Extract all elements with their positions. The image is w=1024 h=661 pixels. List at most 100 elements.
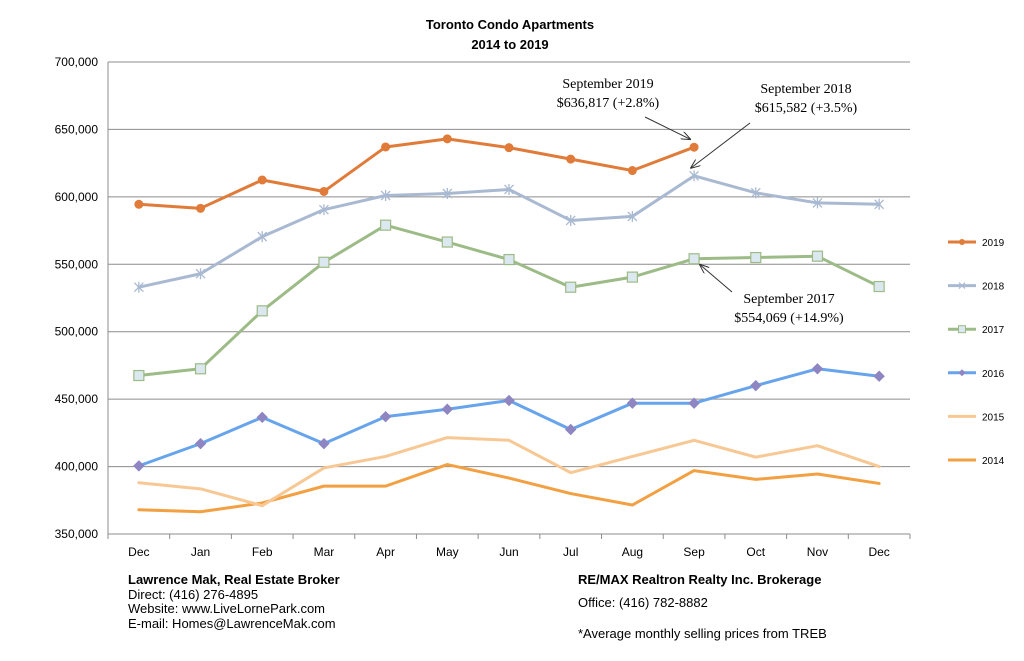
- brokerage-block: RE/MAX Realtron Realty Inc. Brokerage Of…: [578, 572, 827, 642]
- legend-label: 2014: [982, 456, 1005, 467]
- y-tick-label: 550,000: [55, 257, 99, 271]
- data-point: [194, 437, 207, 450]
- brokerage-office-phone: Office: (416) 782-8882: [578, 594, 708, 610]
- legend-label: 2019: [982, 238, 1005, 249]
- legend-item-2014: 2014: [948, 456, 1005, 467]
- annotation-value: $554,069 (+14.9%): [734, 311, 844, 326]
- data-point: [133, 281, 144, 293]
- data-point: [504, 143, 514, 153]
- chart-subtitle: 2014 to 2019: [471, 37, 548, 52]
- data-point: [257, 231, 268, 243]
- data-point: [566, 154, 576, 164]
- brokerage-name: RE/MAX Realtron Realty Inc. Brokerage: [578, 572, 822, 587]
- line-chart: Toronto Condo Apartments 2014 to 2019 35…: [55, 17, 1005, 559]
- legend: 2019 2018 2017 2016 2015 2014: [948, 238, 1005, 467]
- x-tick-label: Oct: [746, 545, 765, 559]
- annotation-2017: September 2017 $554,069 (+14.9%): [700, 265, 844, 326]
- legend-marker: [958, 325, 966, 334]
- data-point: [873, 280, 885, 293]
- x-tick-label: Feb: [252, 545, 273, 559]
- data-point: [750, 251, 762, 264]
- agent-contact-block: Lawrence Mak, Real Estate Broker Direct:…: [128, 572, 340, 631]
- data-point: [627, 210, 638, 222]
- series-line: [137, 436, 881, 508]
- data-point: [194, 363, 207, 375]
- x-tick-label: Dec: [868, 545, 889, 559]
- data-point: [688, 253, 700, 265]
- y-tick-label: 350,000: [55, 527, 99, 541]
- legend-label: 2018: [982, 282, 1005, 293]
- series-2015: [137, 436, 881, 508]
- data-point: [441, 403, 454, 415]
- agent-email: E-mail: Homes@LawrenceMak.com: [128, 615, 336, 631]
- series-2016: [133, 363, 885, 472]
- series-line: [137, 463, 881, 514]
- y-tick-label: 700,000: [55, 55, 99, 69]
- legend-label: 2016: [982, 369, 1005, 380]
- x-tick-label: Jul: [563, 545, 578, 559]
- data-point: [318, 256, 330, 268]
- x-tick-label: May: [436, 545, 459, 559]
- agent-direct-phone: Direct: (416) 276-4895: [128, 586, 259, 602]
- annotation-value: $636,817 (+2.8%): [557, 96, 660, 111]
- y-tick-label: 400,000: [55, 460, 99, 474]
- annotation-value: $615,582 (+3.5%): [755, 101, 858, 116]
- data-point: [504, 183, 514, 195]
- data-point: [134, 199, 144, 209]
- data-point: [811, 363, 824, 375]
- annotation-title: September 2019: [562, 77, 653, 92]
- data-point: [442, 187, 453, 199]
- x-tick-label: Jun: [499, 545, 518, 559]
- data-point: [874, 198, 885, 210]
- legend-label: 2015: [982, 412, 1005, 423]
- data-point: [442, 134, 452, 144]
- data-point: [196, 203, 206, 213]
- x-tick-label: Aug: [622, 545, 643, 559]
- series-line: [137, 137, 696, 210]
- data-point: [257, 175, 267, 185]
- data-point: [380, 190, 391, 202]
- data-point: [441, 236, 453, 248]
- y-tick-label: 500,000: [55, 325, 99, 339]
- data-point: [564, 423, 577, 436]
- agent-name: Lawrence Mak, Real Estate Broker: [128, 572, 340, 587]
- x-tick-label: Nov: [807, 545, 828, 559]
- data-point: [750, 187, 761, 199]
- data-point: [689, 142, 699, 152]
- data-point: [503, 253, 515, 266]
- data-point: [626, 271, 638, 283]
- data-point: [256, 411, 268, 424]
- data-point: [811, 250, 824, 262]
- annotation-arrow: [691, 122, 751, 168]
- annotations: September 2019 $636,817 (+2.8%) September …: [557, 77, 858, 326]
- y-tick-label: 600,000: [55, 190, 99, 204]
- data-point: [318, 437, 330, 450]
- annotation-title: September 2018: [760, 82, 851, 97]
- data-point: [627, 166, 637, 176]
- legend-item-2016: 2016: [948, 369, 1005, 380]
- x-tick-label: Mar: [314, 545, 335, 559]
- annotation-arrow: [644, 116, 690, 139]
- data-point: [873, 370, 885, 382]
- data-point: [133, 460, 145, 472]
- data-point: [318, 204, 329, 216]
- y-tick-label: 450,000: [55, 392, 99, 406]
- data-point: [133, 369, 145, 382]
- chart-title: Toronto Condo Apartments: [426, 17, 594, 32]
- x-tick-label: Apr: [376, 545, 395, 559]
- data-source-note: *Average monthly selling prices from TRE…: [578, 626, 827, 641]
- series-layer: [133, 134, 885, 514]
- data-point: [565, 214, 576, 226]
- legend-label: 2017: [982, 325, 1005, 336]
- annotation-arrow: [700, 265, 733, 293]
- legend-item-2015: 2015: [948, 412, 1005, 423]
- x-tick-label: Sep: [683, 545, 705, 559]
- data-point: [689, 170, 700, 182]
- data-point: [626, 397, 639, 409]
- series-2019: [134, 134, 699, 213]
- data-point: [565, 281, 577, 293]
- data-point: [750, 379, 762, 392]
- series-2018: [133, 170, 885, 293]
- data-point: [688, 397, 700, 409]
- data-point: [381, 142, 391, 152]
